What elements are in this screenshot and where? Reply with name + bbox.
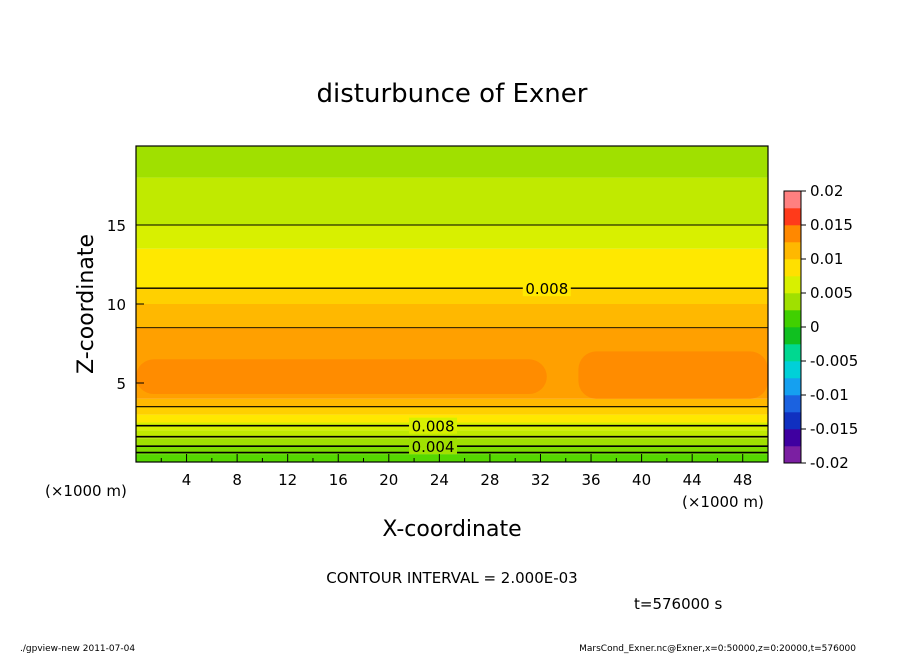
colorbar-swatch xyxy=(784,378,801,396)
y-tick-label: 5 xyxy=(116,375,126,393)
contour-band xyxy=(136,177,768,225)
chart-title: disturbunce of Exner xyxy=(317,79,588,109)
x-tick-label: 8 xyxy=(232,471,242,489)
colorbar-swatch xyxy=(784,327,801,345)
x-tick-label: 36 xyxy=(581,471,600,489)
colorbar-swatch xyxy=(784,361,801,379)
contour-label: 0.004 xyxy=(412,438,455,456)
x-axis: 4 8 12 16 20 24 28 32 36 40 44 48 xyxy=(160,454,752,489)
colorbar-swatch xyxy=(784,310,801,328)
colorbar-swatch xyxy=(784,276,801,294)
x-unit-left: (×1000 m) xyxy=(45,482,127,500)
colorbar-tick-label: -0.005 xyxy=(810,352,858,370)
contour-band xyxy=(136,454,768,462)
y-tick-label: 10 xyxy=(107,296,126,314)
x-tick-label: 24 xyxy=(430,471,449,489)
footer-right: MarsCond_Exner.nc@Exner,x=0:50000,z=0:20… xyxy=(579,644,856,654)
colorbar-swatch xyxy=(784,225,801,243)
colorbar-tick-label: 0.015 xyxy=(810,216,853,234)
x-unit-right: (×1000 m) xyxy=(682,493,764,511)
contour-band xyxy=(136,146,768,178)
x-axis-label: X-coordinate xyxy=(382,517,521,542)
contour-band xyxy=(136,430,768,439)
colorbar-swatch xyxy=(784,191,801,209)
contour-band xyxy=(136,304,768,328)
contour-cell xyxy=(136,359,547,395)
contour-label-bg xyxy=(522,280,571,297)
footer-left: ./gpview-new 2011-07-04 xyxy=(20,644,135,654)
contour-label-bg xyxy=(409,438,458,455)
time-label: t=576000 s xyxy=(634,595,722,613)
contour-label: 0.008 xyxy=(525,280,568,298)
colorbar-swatch xyxy=(784,259,801,277)
contour-label: 0.008 xyxy=(412,418,455,436)
contour-band xyxy=(136,406,768,415)
colorbar-ticks: 0.02 0.015 0.01 0.005 0 -0.005 -0.01 -0.015 -0.0… xyxy=(801,182,858,472)
y-axis: 5 10 15 xyxy=(107,217,144,393)
x-tick-label: 4 xyxy=(182,471,192,489)
colorbar-swatch xyxy=(784,344,801,362)
colorbar-swatch xyxy=(784,293,801,311)
colorbar-tick-label: 0 xyxy=(810,318,820,336)
x-tick-label: 16 xyxy=(329,471,348,489)
colorbar-swatch xyxy=(784,429,801,447)
contour-band xyxy=(136,288,768,304)
colorbar xyxy=(783,190,802,464)
x-tick-label: 32 xyxy=(531,471,550,489)
colorbar-tick-label: -0.01 xyxy=(810,386,849,404)
contour-band xyxy=(136,398,768,407)
y-axis-label: Z-coordinate xyxy=(74,234,99,374)
colorbar-swatch xyxy=(784,412,801,430)
x-tick-label: 20 xyxy=(379,471,398,489)
colorbar-swatch xyxy=(784,446,801,464)
colorbar-swatch xyxy=(784,242,801,260)
contour-band xyxy=(136,248,768,289)
x-tick-label: 44 xyxy=(683,471,702,489)
colorbar-swatch xyxy=(784,208,801,226)
colorbar-tick-label: -0.02 xyxy=(810,454,849,472)
colorbar-tick-label: 0.005 xyxy=(810,284,853,302)
colorbar-tick-label: -0.015 xyxy=(810,420,858,438)
contour-cell xyxy=(578,351,768,399)
contour-interval-text: CONTOUR INTERVAL = 2.000E-03 xyxy=(326,569,577,587)
plot-area xyxy=(136,146,768,462)
contour-layer: 0.004 0.008 0.008 xyxy=(136,224,768,456)
contour-band xyxy=(136,225,768,249)
colorbar-tick-label: 0.02 xyxy=(810,182,843,200)
contour-label-bg xyxy=(409,417,458,434)
x-tick-label: 40 xyxy=(632,471,651,489)
x-tick-label: 28 xyxy=(480,471,499,489)
colorbar-tick-label: 0.01 xyxy=(810,250,843,268)
colorbar-swatch xyxy=(784,395,801,413)
x-tick-label: 12 xyxy=(278,471,297,489)
x-tick-label: 48 xyxy=(733,471,752,489)
y-tick-label: 15 xyxy=(107,217,126,235)
